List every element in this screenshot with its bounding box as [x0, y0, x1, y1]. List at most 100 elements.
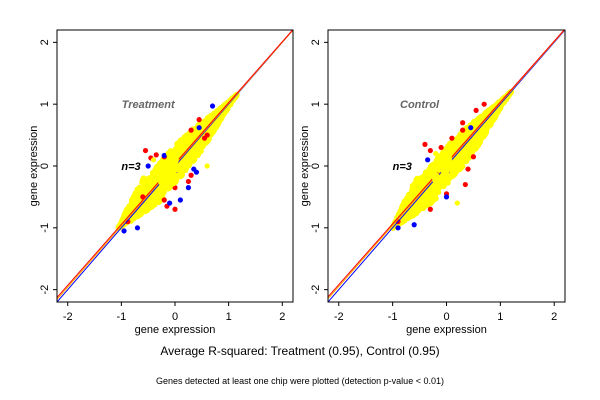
data-point: [196, 125, 202, 131]
cloud-point: [401, 198, 408, 205]
cloud-point: [436, 166, 443, 173]
cloud-point: [186, 137, 193, 144]
cloud-point: [427, 168, 434, 175]
n-annotation: n=3: [393, 161, 412, 173]
data-point: [124, 206, 130, 212]
x-tick-label: 1: [497, 311, 503, 323]
cloud-point: [445, 153, 452, 160]
data-point: [209, 103, 216, 109]
cloud-point: [166, 184, 173, 191]
data-point: [134, 225, 141, 231]
x-axis-label: gene expression: [406, 324, 487, 336]
data-point: [438, 144, 444, 151]
cloud-point: [177, 163, 184, 170]
x-tick-label: -2: [334, 311, 344, 323]
cloud-point: [442, 174, 449, 181]
data-point: [395, 225, 401, 231]
x-tick-label: 0: [443, 311, 449, 323]
data-point: [433, 151, 439, 157]
data-point: [185, 178, 192, 185]
cloud-point: [218, 114, 225, 121]
panel-treatment: Treatment n=3 -2 -1 0 1 2 -2 -1 0 1 2 gene expressio…: [28, 29, 294, 336]
cloud-point: [170, 166, 177, 173]
y-tick-label: 1: [39, 101, 51, 107]
panel-title: Treatment: [122, 99, 176, 111]
cloud-point: [175, 173, 182, 180]
cloud-point: [169, 179, 176, 186]
cloud-point: [143, 186, 150, 193]
cloud-point: [465, 141, 472, 148]
cloud-point: [430, 163, 437, 170]
x-tick-label: -2: [63, 311, 73, 323]
data-point: [481, 101, 487, 107]
data-point: [172, 206, 178, 212]
cloud-point: [464, 132, 471, 139]
data-point: [465, 166, 471, 172]
data-point: [185, 185, 192, 191]
x-tick-label: 2: [279, 311, 285, 323]
y-tick-label: 2: [39, 39, 51, 45]
cloud-point: [448, 173, 455, 180]
y-tick-label: -2: [310, 285, 322, 295]
data-point: [427, 206, 433, 212]
cloud-point: [459, 154, 466, 161]
data-point: [150, 157, 157, 163]
cloud-point: [431, 182, 438, 189]
y-tick-label: -2: [39, 285, 51, 295]
data-point: [145, 163, 151, 169]
cloud-point: [184, 156, 191, 163]
panel-control: Control n=3 -2 -1 0 1 2 -2 -1 0 1 2 gene expression g…: [299, 29, 566, 336]
cloud-point: [130, 194, 137, 201]
cloud-point: [482, 127, 489, 134]
x-tick-label: -1: [388, 311, 398, 323]
cloud-point: [154, 165, 161, 172]
cloud-point: [436, 182, 443, 189]
cloud-point: [457, 131, 464, 138]
data-point: [142, 147, 149, 154]
cloud-point: [425, 199, 432, 206]
x-tick-label: 2: [551, 311, 557, 323]
cloud-point: [416, 201, 423, 208]
data-point: [177, 197, 183, 203]
data-point: [161, 152, 167, 159]
x-tick-label: -1: [116, 311, 126, 323]
data-point: [449, 135, 455, 141]
data-point: [121, 228, 127, 234]
cloud-point: [200, 122, 207, 129]
cloud-point: [161, 183, 168, 190]
data-point: [167, 200, 173, 206]
cloud-point: [432, 192, 439, 199]
cloud-point: [172, 158, 179, 165]
chart-summary: Average R-squared: Treatment (0.95), Con…: [160, 344, 439, 358]
cloud-point: [166, 153, 173, 160]
panel-title: Control: [400, 99, 440, 111]
cloud-point: [448, 145, 455, 152]
data-point: [161, 197, 167, 203]
x-axis-label: gene expression: [135, 324, 216, 336]
n-annotation: n=3: [121, 161, 140, 173]
data-point: [188, 172, 194, 178]
cloud-point: [405, 210, 412, 217]
data-point: [153, 152, 159, 158]
data-point: [196, 117, 202, 123]
y-tick-label: -1: [39, 223, 51, 233]
cloud-point: [437, 157, 444, 164]
data-point: [468, 125, 474, 131]
data-point: [481, 132, 487, 138]
cloud-point: [453, 140, 460, 147]
data-point: [454, 200, 460, 206]
data-point: [460, 120, 466, 126]
y-tick-label: -1: [310, 223, 322, 233]
y-tick-label: 1: [310, 101, 322, 107]
data-point: [443, 194, 450, 200]
cloud-point: [412, 180, 419, 187]
cloud-point: [434, 176, 441, 183]
chart-note: Genes detected at least one chip were pl…: [156, 376, 444, 386]
cloud-point: [449, 167, 456, 174]
x-tick-label: 0: [172, 311, 178, 323]
cloud-point: [163, 161, 170, 168]
data-point: [460, 127, 466, 133]
data-point: [411, 222, 417, 228]
data-point: [204, 163, 210, 169]
